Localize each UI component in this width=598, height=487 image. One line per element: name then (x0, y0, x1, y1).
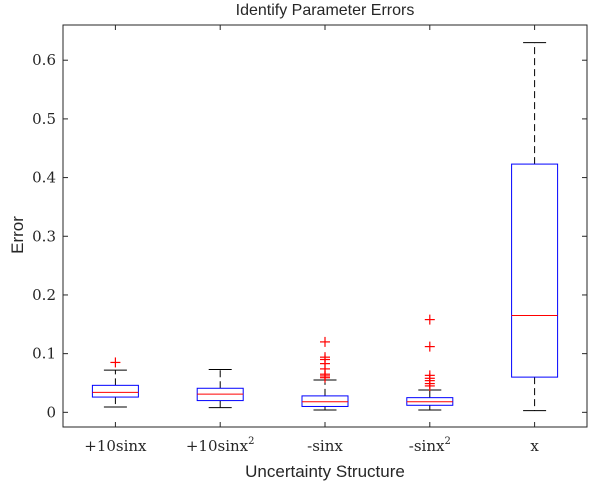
outlier-marker (424, 370, 435, 381)
x-tick-label: x (530, 437, 539, 455)
box-group (406, 25, 454, 427)
outlier-marker (110, 357, 121, 368)
y-tick-label: 0.2 (32, 286, 56, 304)
y-axis-label: Error (8, 216, 27, 254)
x-tick-label-base: +10sinx (186, 437, 249, 455)
box (511, 163, 559, 378)
x-tick-label-base: -sinx (409, 437, 445, 455)
outlier-marker (320, 352, 330, 363)
x-tick-label-base: +10sinx (84, 437, 147, 455)
x-tick-label: +10sinx (84, 437, 147, 455)
box-group (196, 25, 244, 427)
y-tick-label: 0.1 (32, 345, 56, 363)
y-tick-label: 0.4 (32, 169, 56, 187)
x-tick-label-base: x (530, 437, 539, 455)
y-tick-label: 0.3 (32, 227, 56, 245)
plot-area: 00.10.20.30.40.50.6+10sinx +10sinx2 -sinx -… (32, 24, 588, 455)
x-tick-label-base: -sinx (307, 437, 343, 455)
x-tick-label-superscript: 2 (444, 436, 450, 447)
box-group (301, 25, 349, 427)
y-tick-label: 0 (46, 403, 56, 421)
x-tick-label: -sinx2 (409, 436, 451, 455)
y-tick-label: 0.5 (32, 110, 56, 128)
x-tick-label: +10sinx2 (186, 436, 255, 455)
outlier-marker (424, 341, 435, 352)
outlier-marker (320, 336, 330, 347)
outlier-marker (424, 314, 435, 325)
box-group (511, 25, 559, 427)
box (91, 384, 139, 398)
box-group (91, 25, 139, 427)
x-axis-label: Uncertainty Structure (245, 462, 405, 481)
x-tick-label-superscript: 2 (248, 436, 254, 447)
box (301, 395, 349, 407)
y-tick-label: 0.6 (32, 51, 56, 69)
x-tick-label: -sinx (307, 437, 343, 455)
chart-title: Identify Parameter Errors (236, 2, 415, 19)
